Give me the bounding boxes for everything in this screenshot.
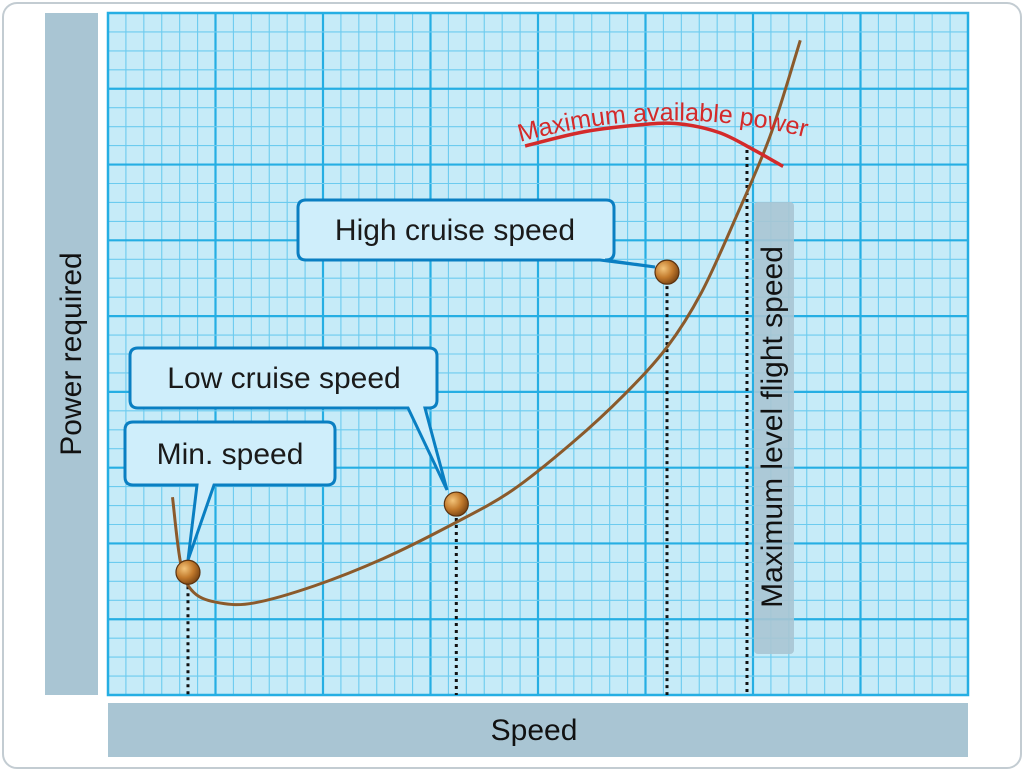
callout-min-speed-text: Min. speed [157,438,304,471]
speed-point [443,491,469,517]
callout-min-speed: Min. speed [123,420,337,561]
max-speed-label: Maximum level flight speed [756,246,789,608]
drop-lines [186,150,749,695]
callout-high-cruise-speed-text: High cruise speed [335,214,575,247]
speed-point [175,559,201,585]
callout-low-cruise-speed: Low cruise speed [128,346,449,491]
callout-low-cruise-speed-shape [128,346,449,491]
power-required-curve [171,39,802,607]
speed-points [175,259,680,585]
x-axis-bar [108,703,968,757]
callout-min-speed-shape [123,420,337,561]
callout-high-cruise-speed: High cruise speed [296,198,656,269]
callout-high-cruise-speed-shape [296,198,656,269]
callout-low-cruise-speed-text: Low cruise speed [167,362,400,395]
y-axis-label: Power required [55,252,88,455]
speed-point [654,259,680,285]
y-axis-bar [45,13,98,695]
available-power-curve [524,121,784,168]
plot-border [106,11,970,697]
x-axis-label: Speed [491,714,578,747]
max-speed-label-bar [754,202,794,654]
